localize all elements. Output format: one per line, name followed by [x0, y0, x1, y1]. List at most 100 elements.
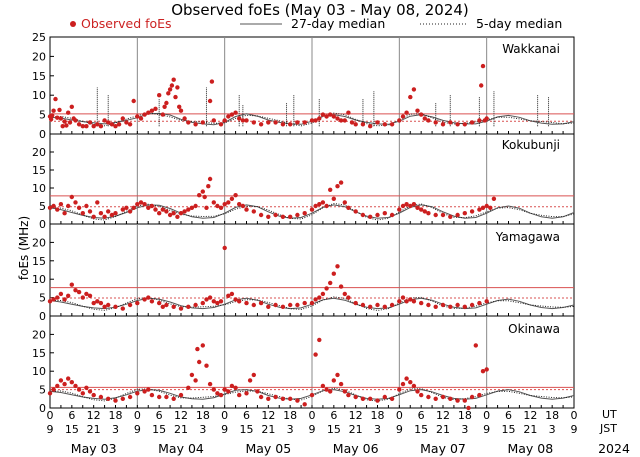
observed-point [149, 299, 155, 304]
y-tick-label: 10 [32, 182, 46, 195]
observed-point [142, 297, 147, 302]
observed-point [455, 212, 460, 218]
observed-point [433, 396, 438, 401]
observed-point [324, 114, 329, 119]
observed-point [76, 122, 82, 127]
observed-point [382, 304, 387, 309]
observed-point [175, 214, 180, 219]
observed-point [62, 211, 67, 216]
observed-point [375, 302, 380, 308]
observed-point [55, 207, 60, 212]
observed-point [226, 114, 231, 119]
observed-point [288, 122, 293, 127]
observed-point [91, 124, 96, 129]
observed-point [313, 352, 318, 357]
observed-point [120, 116, 126, 121]
observed-point [226, 200, 231, 205]
observed-point [48, 117, 54, 122]
observed-point [80, 295, 86, 300]
observed-point [138, 200, 144, 205]
observed-point [106, 209, 111, 214]
observed-point [153, 106, 158, 112]
observed-point [258, 300, 264, 306]
observed-point [397, 299, 402, 304]
observed-point [273, 120, 278, 125]
observed-point [320, 291, 326, 297]
observed-point [480, 369, 486, 374]
observed-point [251, 120, 256, 125]
legend: Observed foEs 27-day median 5-day median [70, 16, 562, 31]
observed-point [171, 211, 176, 216]
observed-point [302, 120, 307, 125]
observed-point [142, 112, 147, 117]
observed-point [288, 396, 293, 401]
observed-point [124, 205, 129, 210]
observed-point [84, 385, 89, 390]
observed-point [462, 304, 467, 309]
observed-point [160, 207, 165, 212]
observed-point [200, 189, 205, 194]
observed-point [462, 211, 467, 216]
observed-point [207, 295, 213, 300]
jst-tick-label: 21 [523, 423, 537, 436]
observed-point [353, 300, 358, 306]
observed-point [317, 337, 322, 343]
observed-point [415, 389, 420, 394]
observed-point [84, 203, 89, 209]
jst-tick-label: 9 [221, 423, 228, 436]
observed-point [251, 209, 256, 214]
ut-tick-label: 18 [545, 409, 559, 422]
observed-point [84, 291, 89, 297]
observed-point [244, 207, 249, 212]
observed-point [488, 205, 493, 210]
observed-point [419, 300, 424, 306]
ut-tick-label: 18 [196, 409, 210, 422]
day-label: May 04 [158, 441, 204, 456]
observed-point [353, 394, 358, 400]
jst-tick-label: 3 [461, 423, 468, 436]
observed-point [346, 110, 351, 115]
observed-point [76, 205, 82, 210]
observed-point [244, 391, 249, 396]
observed-point [53, 96, 58, 102]
observed-point [477, 207, 482, 212]
observed-point [207, 381, 213, 387]
jst-tick-label: 15 [327, 423, 341, 436]
ut-tick-label: 12 [436, 409, 450, 422]
observed-point [57, 107, 62, 113]
station-label: Yamagawa [495, 230, 560, 244]
observed-point [55, 115, 60, 120]
observed-point [116, 122, 122, 127]
observed-point [480, 205, 486, 210]
observed-point [426, 394, 431, 400]
observed-point [149, 108, 155, 113]
legend-27day-label: 27-day median [291, 16, 385, 31]
jst-tick-label: 21 [349, 423, 363, 436]
observed-point [237, 392, 242, 398]
observed-point [477, 392, 482, 398]
jst-tick-label: 9 [483, 423, 490, 436]
observed-point [186, 207, 191, 212]
ut-tick-label: 6 [68, 409, 75, 422]
y-tick-label: 10 [32, 365, 46, 378]
observed-point [273, 302, 278, 308]
observed-point [448, 120, 453, 125]
observed-point [66, 110, 71, 115]
observed-point [58, 291, 64, 297]
observed-point [426, 302, 431, 308]
observed-point [95, 200, 100, 205]
observed-point [484, 116, 489, 121]
y-tick-label: 15 [32, 347, 46, 360]
observed-point [389, 122, 395, 127]
observed-point [389, 302, 395, 308]
observed-point [209, 79, 215, 84]
observed-point [98, 211, 104, 216]
observed-point [113, 124, 118, 129]
observed-point [127, 394, 133, 400]
observed-point [382, 211, 387, 216]
observed-point [62, 297, 67, 302]
observed-point [106, 120, 111, 125]
chart-title: Observed foEs (May 03 - May 08, 2024) [171, 1, 469, 19]
observed-point [382, 394, 387, 400]
observed-point [273, 212, 278, 218]
